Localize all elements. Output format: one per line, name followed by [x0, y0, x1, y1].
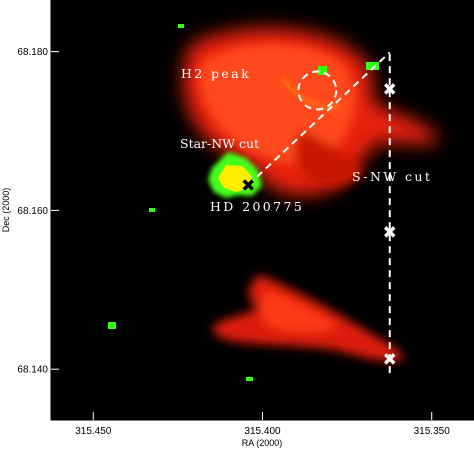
h2-knot: [178, 24, 184, 28]
y-tick-label: 68.180: [17, 47, 48, 58]
h2-knot: [318, 66, 327, 75]
x-tick-label: 315.400: [244, 426, 281, 437]
s-nw-cut-label: S-NW cut: [352, 169, 432, 184]
h2-knot: [108, 322, 116, 329]
cut-marker: [384, 83, 396, 95]
y-tick-label: 68.140: [17, 365, 48, 376]
star-nw-cut-line: [247, 51, 391, 186]
h2-peak-label: H2 peak: [181, 66, 251, 81]
h2-knot: [149, 208, 155, 212]
star-core: [218, 165, 252, 192]
h2-knot: [366, 62, 379, 70]
cut-marker: [384, 353, 396, 365]
nebula-north-core: [198, 43, 362, 187]
star-nw-cut-label: Star-NW cut: [180, 136, 259, 151]
overlay-layer: [242, 49, 396, 374]
image-content: [108, 24, 440, 381]
nebula-south: [213, 275, 405, 361]
x-axis-title: RA (2000): [242, 438, 283, 448]
y-axis-title: Dec (2000): [1, 188, 11, 233]
y-tick-label: 68.160: [17, 206, 48, 217]
h2-peak-circle: [297, 70, 338, 111]
star-marker: [242, 179, 255, 191]
x-tick-label: 315.350: [414, 426, 451, 437]
h2-knot: [246, 377, 253, 381]
cut-marker: [384, 226, 396, 238]
star-label: HD 200775: [210, 199, 304, 214]
x-tick-label: 315.450: [75, 426, 112, 437]
axes: 315.450 315.400 315.350 68.140 68.160 68.180: [17, 0, 474, 437]
